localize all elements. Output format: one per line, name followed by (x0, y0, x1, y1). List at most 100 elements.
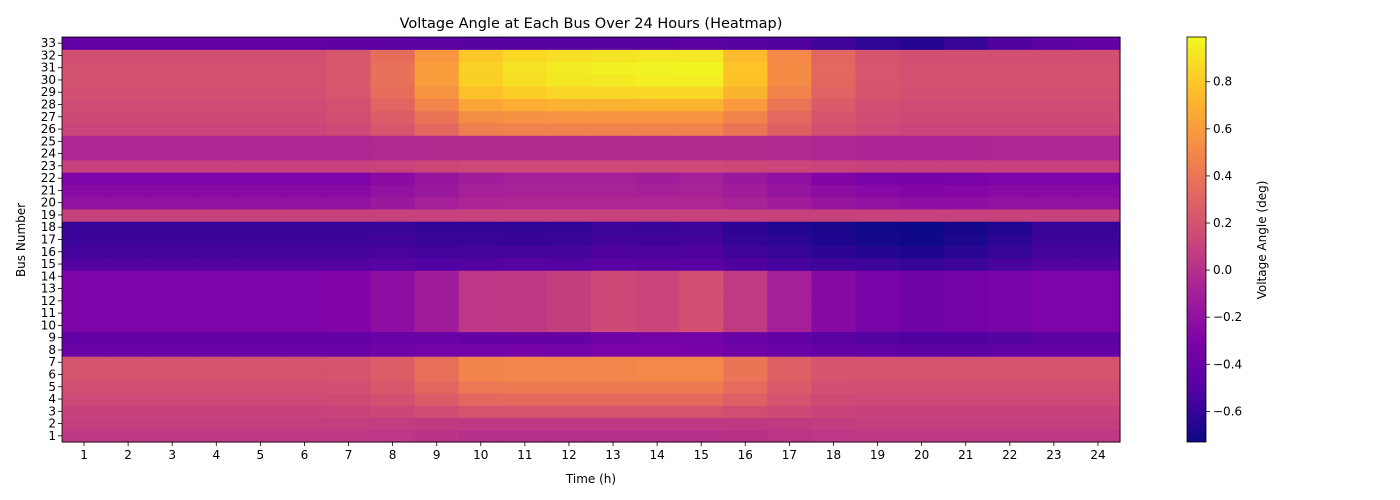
heatmap-cell (326, 159, 372, 173)
heatmap-cell (1075, 98, 1121, 112)
heatmap-cell (502, 98, 548, 112)
heatmap-cell (855, 184, 901, 198)
heatmap-cell (1075, 221, 1121, 234)
heatmap-cell (1031, 122, 1077, 136)
heatmap-cell (987, 159, 1033, 173)
heatmap-cell (150, 37, 195, 50)
heatmap-cell (767, 429, 813, 443)
y-tick-label: 26 (41, 122, 56, 136)
heatmap-cell (62, 122, 107, 136)
heatmap-cell (370, 417, 416, 431)
heatmap-cell (546, 356, 592, 369)
heatmap-cell (326, 405, 372, 419)
heatmap-cell (150, 208, 195, 222)
heatmap-cell (1075, 61, 1121, 75)
heatmap-cell (1031, 417, 1077, 431)
heatmap-cell (1075, 392, 1121, 406)
heatmap-cell (546, 49, 592, 63)
heatmap-cell (1031, 184, 1077, 198)
heatmap-cell (723, 319, 768, 333)
heatmap-cell (591, 147, 636, 161)
heatmap-cell (855, 172, 901, 185)
heatmap-cell (458, 331, 504, 345)
heatmap-cell (458, 208, 504, 222)
heatmap-cell (502, 110, 548, 124)
heatmap-cell (1075, 257, 1121, 271)
y-tick-label: 11 (41, 306, 56, 320)
heatmap-cell (943, 245, 989, 259)
heatmap-cell (855, 233, 901, 247)
heatmap-cell (635, 208, 680, 222)
heatmap-cell (811, 257, 857, 271)
heatmap-cell (106, 405, 151, 419)
heatmap-cell (414, 245, 460, 259)
heatmap-cell (679, 147, 724, 161)
heatmap-cell (502, 270, 548, 284)
heatmap-cell (370, 184, 416, 198)
heatmap-cell (1031, 319, 1077, 333)
heatmap-cell (591, 184, 636, 198)
heatmap-cell (238, 307, 284, 320)
heatmap-cell (282, 196, 328, 210)
heatmap-cell (679, 98, 724, 112)
heatmap-cell (767, 122, 813, 136)
y-tick-label: 3 (48, 404, 56, 418)
heatmap-cell (855, 135, 901, 149)
heatmap-cell (767, 417, 813, 431)
heatmap-cell (370, 257, 416, 271)
heatmap-cell (723, 270, 768, 284)
heatmap-cell (1075, 159, 1121, 173)
y-tick-label: 13 (41, 282, 56, 296)
heatmap-cell (855, 221, 901, 234)
heatmap-cell (679, 172, 724, 185)
heatmap-cell (106, 319, 151, 333)
chart-title: Voltage Angle at Each Bus Over 24 Hours … (400, 16, 783, 32)
heatmap-cell (899, 282, 945, 296)
heatmap-cell (150, 368, 195, 382)
heatmap-cell (1075, 368, 1121, 382)
heatmap-cell (106, 172, 151, 185)
heatmap-cell (987, 73, 1033, 87)
heatmap-cell (635, 392, 680, 406)
heatmap-cell (62, 343, 107, 357)
heatmap-cell (679, 196, 724, 210)
heatmap-cell (635, 184, 680, 198)
heatmap-cell (326, 208, 372, 222)
heatmap-cell (635, 429, 680, 443)
heatmap-cell (502, 135, 548, 149)
heatmap-cell (591, 331, 636, 345)
heatmap-cell (591, 368, 636, 382)
heatmap-cell (943, 208, 989, 222)
heatmap-cell (987, 429, 1033, 443)
y-tick-label: 15 (41, 257, 56, 271)
heatmap-cell (679, 356, 724, 369)
heatmap-cell (238, 135, 284, 149)
x-tick-label: 20 (914, 448, 929, 462)
heatmap-cell (282, 221, 328, 234)
heatmap-cell (62, 319, 107, 333)
heatmap-cell (1075, 122, 1121, 136)
heatmap-cell (723, 61, 768, 75)
heatmap-cell (679, 405, 724, 419)
heatmap-cell (106, 417, 151, 431)
heatmap-cell (150, 49, 195, 63)
x-tick-label: 22 (1002, 448, 1017, 462)
heatmap-cell (150, 343, 195, 357)
heatmap-cell (150, 331, 195, 345)
heatmap-cell (811, 196, 857, 210)
heatmap-cell (370, 61, 416, 75)
heatmap-cell (326, 380, 372, 394)
heatmap-cell (414, 343, 460, 357)
heatmap-cell (679, 294, 724, 308)
heatmap-cell (370, 233, 416, 247)
heatmap-cell (326, 257, 372, 271)
heatmap-cell (1031, 368, 1077, 382)
heatmap-cell (150, 392, 195, 406)
heatmap-cell (591, 221, 636, 234)
heatmap-cell (502, 37, 548, 50)
heatmap-cell (106, 98, 151, 112)
heatmap-cell (723, 257, 768, 271)
heatmap-cell (811, 184, 857, 198)
heatmap-cell (502, 429, 548, 443)
heatmap-cell (282, 122, 328, 136)
